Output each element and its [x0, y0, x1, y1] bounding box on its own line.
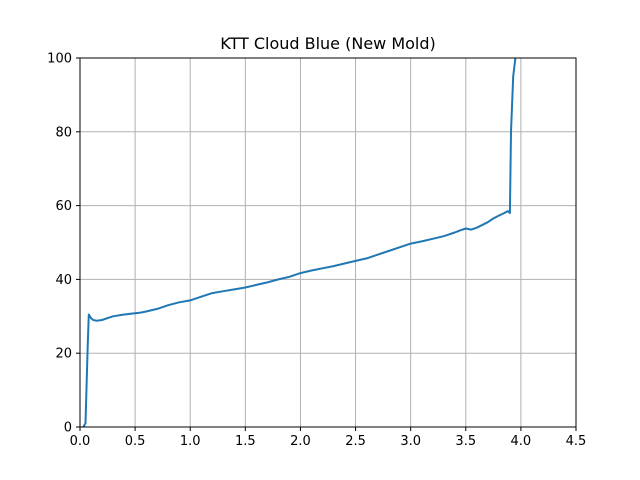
x-tick-label: 1.0	[180, 434, 201, 449]
y-tick-label: 20	[55, 347, 72, 362]
plot-frame	[79, 57, 577, 428]
x-tick-label: 4.0	[511, 434, 532, 449]
x-tick-label: 0.5	[125, 434, 146, 449]
x-tick-label: 0.0	[70, 434, 91, 449]
x-tick-label: 4.5	[566, 434, 587, 449]
chart-title: KTT Cloud Blue (New Mold)	[220, 34, 436, 53]
series-line-0	[82, 58, 517, 427]
x-tick-label: 2.0	[290, 434, 311, 449]
y-tick-label: 60	[55, 199, 72, 214]
y-tick-label: 0	[64, 421, 72, 436]
y-tick-label: 80	[55, 125, 72, 140]
x-tick-label: 3.5	[455, 434, 476, 449]
series-layer	[82, 58, 517, 427]
y-tick-label: 40	[55, 273, 72, 288]
x-tick-label: 3.0	[400, 434, 421, 449]
x-axis-ticks: 0.0 0.5 1.0 1.5 2.0 2.5 3.0 3.5 4.0 4.5	[70, 427, 587, 449]
y-axis-ticks: 0 20 40 60 80 100	[47, 52, 80, 436]
x-tick-label: 1.5	[235, 434, 256, 449]
x-tick-label: 2.5	[345, 434, 366, 449]
y-tick-label: 100	[47, 52, 72, 67]
